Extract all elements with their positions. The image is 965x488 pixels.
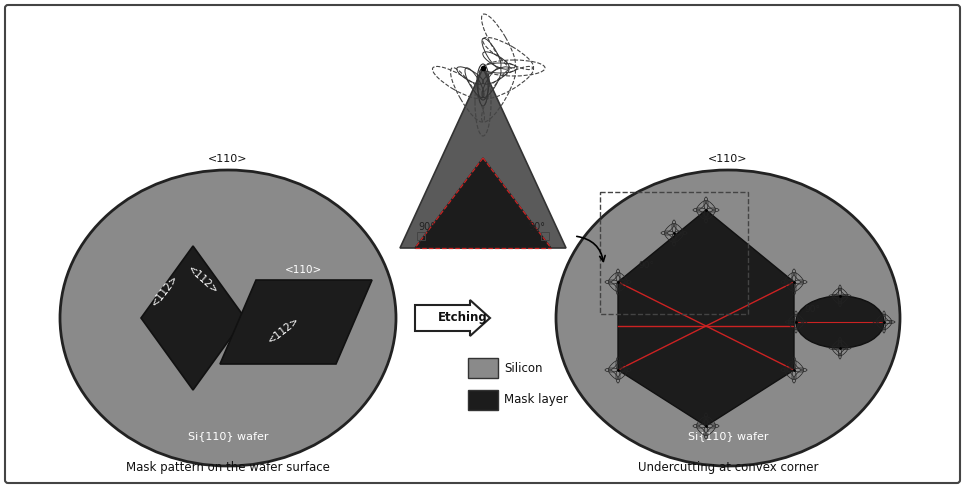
Bar xyxy=(541,232,549,240)
Text: Mask pattern on the wafer surface: Mask pattern on the wafer surface xyxy=(126,461,330,474)
Polygon shape xyxy=(220,280,372,364)
Text: 90°: 90° xyxy=(804,305,820,314)
Bar xyxy=(468,358,498,378)
FancyBboxPatch shape xyxy=(5,5,960,483)
Polygon shape xyxy=(415,158,551,248)
Text: 90°: 90° xyxy=(418,222,435,232)
Polygon shape xyxy=(618,210,794,426)
Ellipse shape xyxy=(556,170,900,466)
Text: Mask layer: Mask layer xyxy=(504,393,568,407)
Text: Etching: Etching xyxy=(437,311,487,325)
Text: <112>: <112> xyxy=(186,264,220,296)
Text: Si{110} wafer: Si{110} wafer xyxy=(688,431,768,441)
Text: <110>: <110> xyxy=(708,154,748,164)
Polygon shape xyxy=(141,246,245,390)
Text: <112>: <112> xyxy=(150,272,180,308)
Bar xyxy=(468,390,498,410)
Bar xyxy=(417,232,425,240)
Text: Silicon: Silicon xyxy=(504,362,542,374)
Text: Si{110} wafer: Si{110} wafer xyxy=(188,431,268,441)
Text: <110>: <110> xyxy=(286,265,322,275)
Ellipse shape xyxy=(60,170,396,466)
Text: <110>: <110> xyxy=(208,154,248,164)
Text: <112>: <112> xyxy=(266,315,302,346)
FancyArrow shape xyxy=(415,300,490,336)
Text: 90°: 90° xyxy=(638,262,654,270)
Ellipse shape xyxy=(796,296,884,348)
Text: 90°: 90° xyxy=(528,222,545,232)
Polygon shape xyxy=(400,68,566,248)
Text: Undercutting at convex corner: Undercutting at convex corner xyxy=(638,461,818,474)
Bar xyxy=(600,192,748,314)
